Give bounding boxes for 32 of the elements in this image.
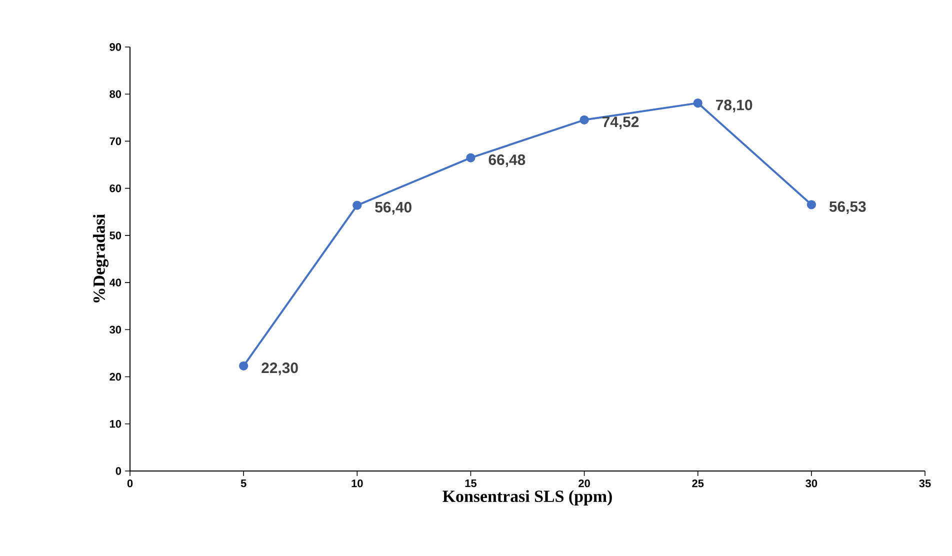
point	[693, 98, 702, 108]
data-label: 56,40	[375, 202, 412, 215]
y-tick-label: 30	[110, 326, 122, 334]
data-label: 78,10	[716, 100, 752, 112]
x-tick-label: 5	[240, 480, 246, 488]
point	[466, 153, 476, 162]
y-tick-label: 60	[110, 184, 122, 192]
data-label: 74,52	[602, 116, 639, 130]
point	[238, 361, 248, 371]
y-tick-label: 20	[110, 372, 122, 381]
x-tick-label: 15	[465, 480, 476, 488]
y-tick-label: 40	[109, 278, 122, 286]
y-tick-label: 90	[110, 43, 122, 51]
y-tick-label: 10	[110, 420, 122, 428]
y-tick-label: 70	[110, 137, 122, 146]
x-tick-label: 25	[692, 480, 704, 488]
y-tick-label: 80	[110, 90, 122, 98]
data-label: 56,53	[829, 201, 866, 214]
data-label: 22,30	[262, 362, 298, 376]
y-tick-label: 0	[116, 467, 122, 475]
y-tick-label: 50	[110, 232, 122, 240]
x-tick-label: 0	[127, 480, 133, 488]
y-axis-title: %Degradasi	[92, 214, 108, 302]
point	[806, 200, 816, 210]
x-tick-label: 35	[919, 480, 931, 488]
point	[580, 115, 589, 125]
data-label: 66,48	[488, 154, 526, 168]
point	[352, 200, 362, 210]
x-axis-title: Konsentrasi SLS (ppm)	[442, 490, 612, 506]
x-tick-label: 10	[352, 480, 363, 488]
x-tick-label: 20	[578, 480, 590, 488]
x-tick-label: 30	[806, 480, 818, 488]
